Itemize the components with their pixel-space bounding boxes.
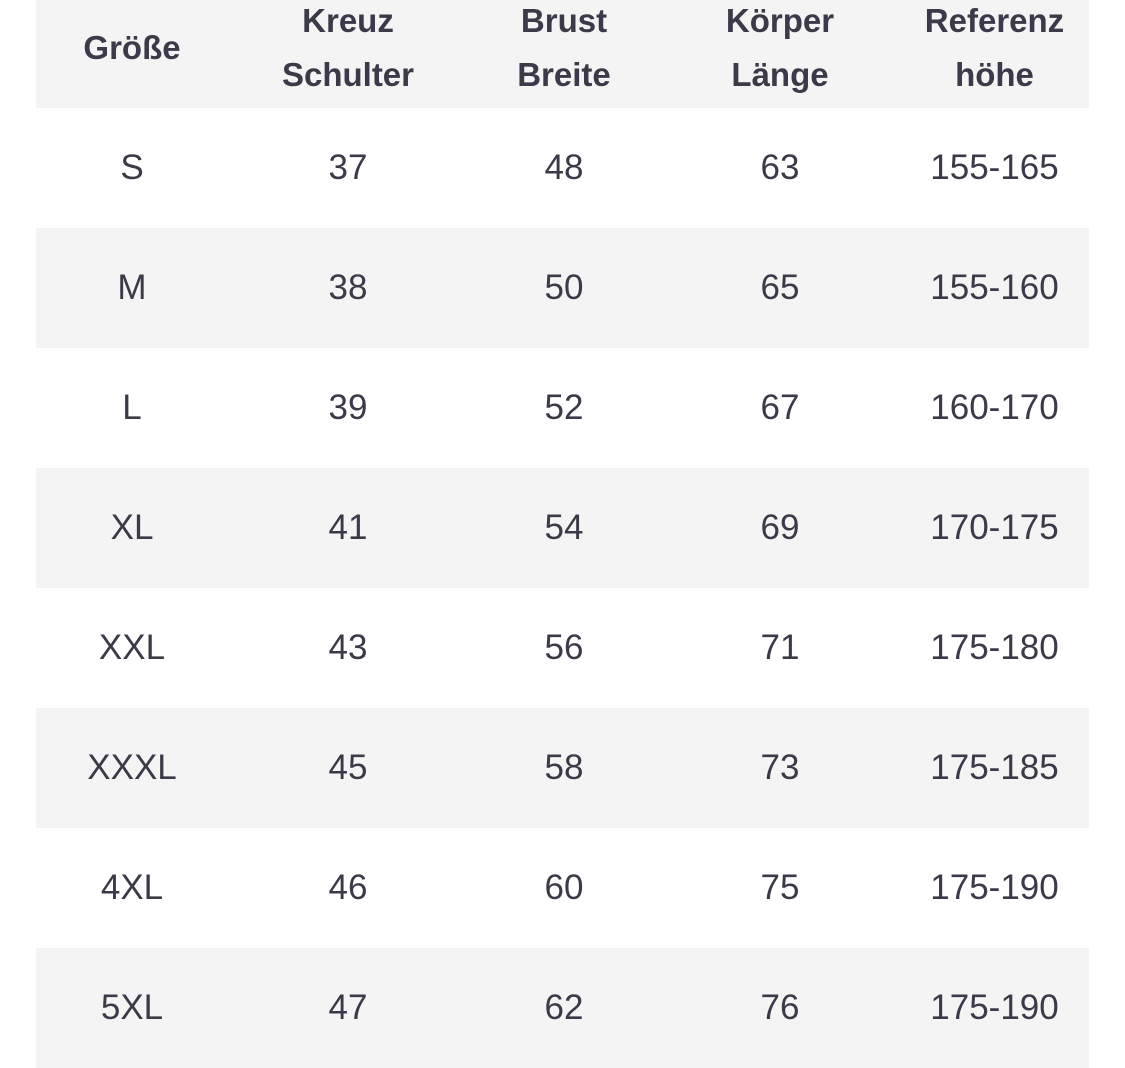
cell-shoulder: 43	[328, 628, 368, 667]
cell-shoulder: 45	[328, 748, 368, 787]
table-row: S 37 48 63 155-165	[36, 108, 1089, 228]
cell-chest: 62	[544, 988, 584, 1027]
table-row: XXXL 45 58 73 175-185	[36, 708, 1089, 828]
cell-reference-height: 175-180	[930, 628, 1059, 667]
cell-size: M	[117, 268, 147, 307]
cell-chest: 58	[544, 748, 584, 787]
cell-size: XL	[110, 508, 154, 547]
cell-reference-height: 170-175	[930, 508, 1059, 547]
cell-shoulder: 41	[328, 508, 368, 547]
cell-size: XXXL	[87, 748, 177, 787]
cell-shoulder: 47	[328, 988, 368, 1027]
header-length: Körper Länge	[725, 2, 835, 93]
cell-length: 69	[760, 508, 800, 547]
cell-shoulder: 46	[328, 868, 368, 907]
table-row: XL 41 54 69 170-175	[36, 468, 1089, 588]
cell-size: 5XL	[100, 988, 164, 1027]
cell-shoulder: 37	[328, 148, 368, 187]
cell-chest: 60	[544, 868, 584, 907]
header-size: Größe	[83, 29, 181, 66]
cell-length: 73	[760, 748, 800, 787]
cell-size: L	[122, 388, 142, 427]
cell-chest: 54	[544, 508, 584, 547]
cell-reference-height: 175-190	[930, 868, 1059, 907]
table-row: M 38 50 65 155-160	[36, 228, 1089, 348]
cell-chest: 52	[544, 388, 584, 427]
cell-reference-height: 155-165	[930, 148, 1059, 187]
cell-size: S	[120, 148, 144, 187]
cell-chest: 50	[544, 268, 584, 307]
table-row: 5XL 47 62 76 175-190	[36, 948, 1089, 1068]
cell-chest: 48	[544, 148, 584, 187]
table-row: XXL 43 56 71 175-180	[36, 588, 1089, 708]
cell-shoulder: 38	[328, 268, 368, 307]
cell-length: 75	[760, 868, 800, 907]
cell-shoulder: 39	[328, 388, 368, 427]
table-header-row: Größe Kreuz Schulter Brust Breite Körper…	[36, 0, 1089, 108]
cell-length: 76	[760, 988, 800, 1027]
cell-reference-height: 160-170	[930, 388, 1059, 427]
header-shoulder: Kreuz Schulter	[281, 2, 415, 93]
size-chart-table: Größe Kreuz Schulter Brust Breite Körper…	[36, 0, 1089, 1068]
header-chest: Brust Breite	[517, 2, 611, 93]
cell-length: 63	[760, 148, 800, 187]
header-reference-height: Referenz höhe	[924, 2, 1065, 93]
cell-size: XXL	[98, 628, 166, 667]
cell-reference-height: 175-190	[930, 988, 1059, 1027]
cell-length: 71	[760, 628, 800, 667]
cell-length: 65	[760, 268, 800, 307]
cell-reference-height: 175-185	[930, 748, 1059, 787]
table-row: 4XL 46 60 75 175-190	[36, 828, 1089, 948]
cell-chest: 56	[544, 628, 584, 667]
cell-size: 4XL	[100, 868, 164, 907]
table-row: L 39 52 67 160-170	[36, 348, 1089, 468]
cell-length: 67	[760, 388, 800, 427]
cell-reference-height: 155-160	[930, 268, 1059, 307]
